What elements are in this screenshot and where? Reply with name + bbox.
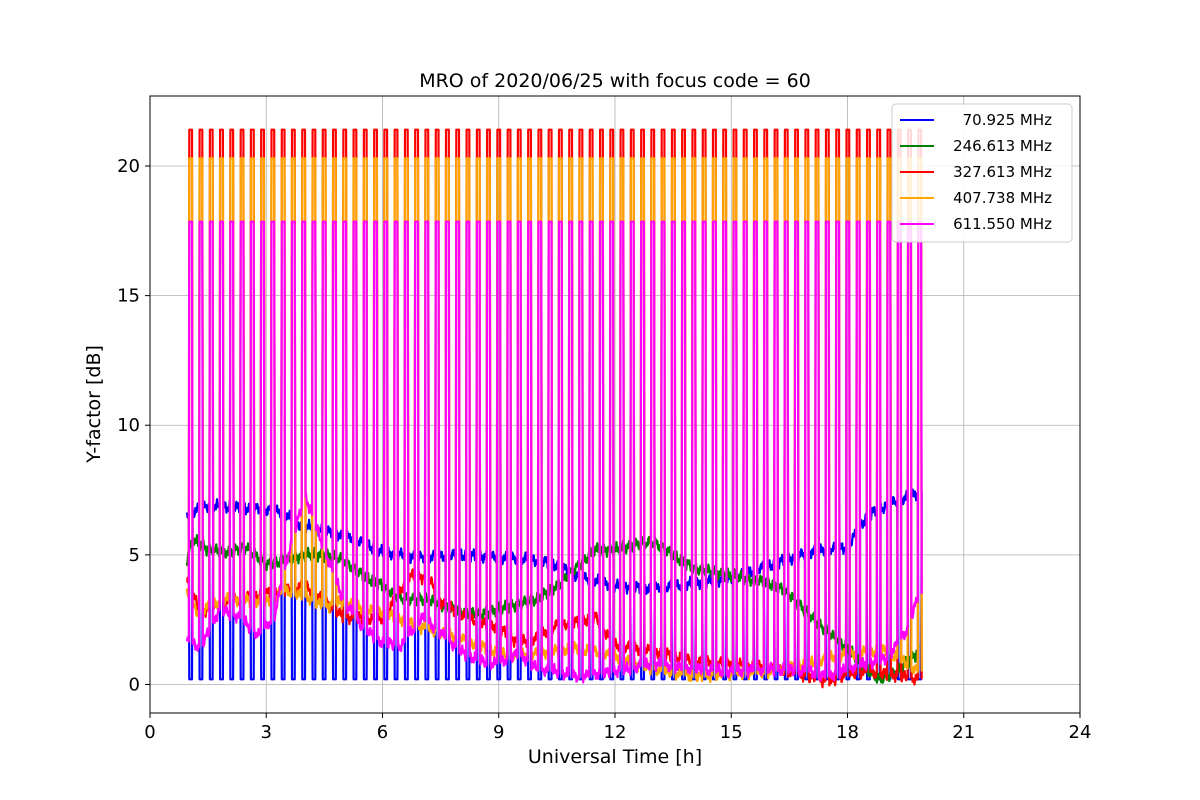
x-tick-label: 6 bbox=[377, 722, 388, 743]
x-tick-label: 15 bbox=[720, 722, 743, 743]
series-line bbox=[185, 220, 923, 684]
legend-label: 70.925 MHz bbox=[963, 111, 1052, 129]
x-tick-label: 18 bbox=[836, 722, 859, 743]
legend-box bbox=[891, 103, 1073, 243]
y-axis-label: Y-factor [dB] bbox=[83, 345, 105, 464]
y-tick-label: 0 bbox=[129, 674, 140, 695]
y-tick-label: 5 bbox=[129, 545, 140, 566]
legend: 70.925 MHz 246.613 MHz 327.613 MHz 407.738 … bbox=[891, 103, 1073, 243]
x-tick-label: 21 bbox=[952, 722, 975, 743]
x-tick-label: 24 bbox=[1069, 722, 1092, 743]
x-tick-label: 12 bbox=[604, 722, 627, 743]
x-tick-label: 0 bbox=[144, 722, 155, 743]
x-tick-label: 9 bbox=[493, 722, 504, 743]
legend-label: 246.613 MHz bbox=[953, 137, 1052, 155]
y-axis: 0 5 10 15 20 bbox=[117, 156, 150, 695]
y-tick-label: 10 bbox=[117, 415, 140, 436]
y-tick-label: 15 bbox=[117, 286, 140, 307]
legend-label: 407.738 MHz bbox=[953, 189, 1052, 207]
x-tick-label: 3 bbox=[261, 722, 272, 743]
x-axis-label: Universal Time [h] bbox=[528, 746, 702, 768]
legend-label: 327.613 MHz bbox=[953, 163, 1052, 181]
legend-label: 611.550 MHz bbox=[953, 215, 1052, 233]
series-layer bbox=[185, 128, 923, 689]
y-tick-label: 20 bbox=[117, 156, 140, 177]
x-axis: 0 3 6 9 12 15 18 21 24 bbox=[144, 713, 1091, 743]
chart-title: MRO of 2020/06/25 with focus code = 60 bbox=[419, 70, 811, 92]
